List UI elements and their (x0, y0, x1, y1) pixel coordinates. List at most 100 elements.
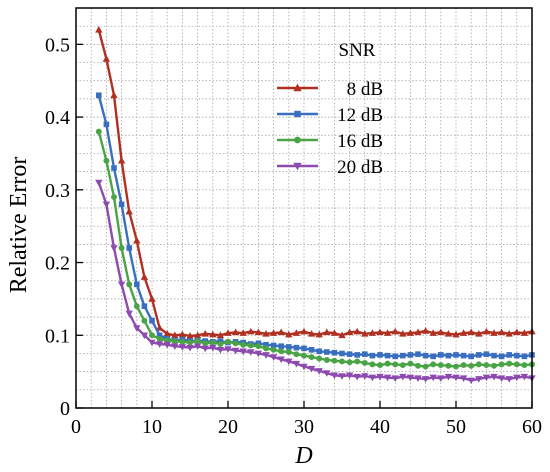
data-point (171, 343, 179, 351)
data-point (239, 329, 247, 336)
data-point (315, 330, 323, 338)
data-point (453, 352, 459, 358)
data-point (339, 350, 345, 357)
data-point (269, 354, 278, 361)
series-line (97, 131, 533, 368)
data-point (231, 347, 240, 355)
y-tick-label: 0.3 (45, 180, 70, 202)
data-point (392, 361, 399, 368)
data-point (102, 201, 111, 209)
legend-label: 8 dB (347, 79, 383, 100)
x-tick-label: 20 (218, 416, 238, 438)
legend-item: 20 dB (277, 157, 383, 178)
data-point (414, 328, 422, 336)
data-point (308, 354, 315, 361)
data-point (505, 376, 513, 383)
legend-item: 8 dB (277, 79, 383, 100)
y-tick-label: 0.4 (45, 107, 70, 129)
data-point (111, 165, 117, 171)
data-point (339, 358, 345, 365)
data-point (482, 374, 491, 382)
data-point (482, 327, 491, 335)
data-point (323, 328, 331, 336)
data-point (254, 328, 263, 336)
data-point (452, 374, 460, 382)
data-point (111, 194, 117, 201)
data-point (126, 281, 133, 288)
x-tick-label: 0 (71, 416, 81, 438)
data-point (285, 349, 292, 355)
x-axis-title: D (294, 443, 312, 469)
data-point (186, 344, 194, 352)
data-point (301, 352, 307, 359)
data-point (316, 348, 322, 355)
data-point (278, 343, 284, 349)
data-point (155, 341, 164, 348)
data-point (376, 373, 384, 381)
data-point (254, 350, 263, 358)
data-point (475, 329, 483, 337)
data-point (149, 332, 155, 339)
data-point (414, 375, 422, 383)
data-point (406, 374, 415, 382)
series-line (97, 29, 533, 338)
data-point (240, 341, 247, 348)
data-point (140, 332, 149, 340)
data-point (513, 328, 521, 336)
data-point (155, 324, 164, 331)
data-point (133, 281, 140, 288)
data-point (247, 349, 255, 356)
data-point (421, 376, 430, 383)
data-point (247, 327, 255, 335)
data-point (216, 347, 225, 354)
data-point (125, 207, 133, 215)
data-point (141, 317, 148, 324)
data-point (300, 327, 308, 335)
x-tick-label: 60 (522, 416, 542, 438)
data-point (444, 373, 453, 381)
data-point (293, 344, 300, 351)
data-point (361, 359, 368, 366)
data-point (506, 360, 513, 367)
legend-label: 16 dB (337, 131, 383, 152)
data-point (437, 328, 445, 336)
data-point (445, 362, 452, 369)
y-tick-label: 0.2 (45, 253, 70, 275)
data-point (407, 352, 414, 358)
data-point (292, 360, 301, 368)
data-point (460, 362, 467, 369)
data-point (263, 345, 269, 352)
data-point (231, 328, 240, 336)
data-point (140, 273, 149, 280)
data-point (117, 156, 126, 164)
data-point (224, 346, 232, 353)
data-point (421, 327, 430, 334)
data-point (202, 340, 209, 347)
data-point (331, 357, 338, 364)
data-point (383, 329, 392, 336)
data-point (216, 331, 225, 339)
data-point (369, 352, 376, 359)
data-point (459, 329, 468, 336)
data-point (201, 329, 209, 337)
data-point (262, 329, 270, 337)
data-point (96, 92, 102, 99)
data-point (422, 352, 429, 359)
data-point (315, 368, 323, 375)
legend-item: 16 dB (277, 131, 383, 152)
axis-ticks: 0 10 20 30 40 50 60 0 0.1 0.2 0.3 0.4 0.5 (45, 34, 542, 438)
legend-label: 12 dB (337, 105, 383, 126)
data-point (468, 353, 474, 360)
legend-item: 12 dB (277, 105, 383, 126)
data-point (95, 179, 103, 187)
series-1 (96, 92, 535, 360)
data-point (383, 374, 392, 382)
data-point (247, 342, 254, 349)
data-point (391, 375, 399, 383)
data-point (415, 351, 421, 357)
data-point (316, 355, 323, 362)
legend-marker (293, 83, 302, 92)
data-point (429, 374, 437, 382)
data-point (277, 328, 285, 336)
